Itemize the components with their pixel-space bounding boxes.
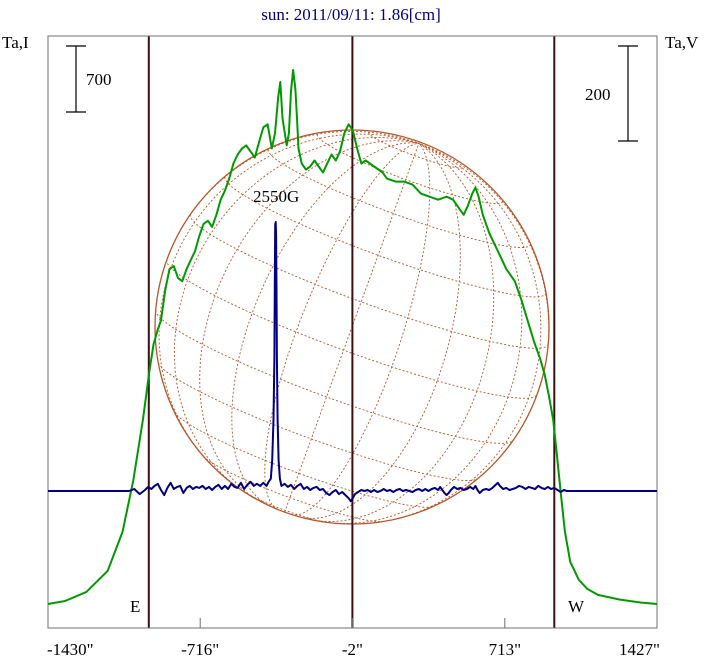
x-tick-label: -1430" xyxy=(47,640,94,659)
latitude-gridline xyxy=(173,411,434,508)
longitude-gridline xyxy=(166,130,419,260)
latitude-gridline xyxy=(202,455,383,523)
limb-lines xyxy=(147,36,556,628)
longitude-gridline xyxy=(199,140,419,501)
left-scale-value: 700 xyxy=(86,70,112,89)
longitude-gridline xyxy=(312,142,495,522)
series-i-line xyxy=(47,69,658,605)
right-scale-bar: 200 xyxy=(585,45,638,142)
right-axis-label: Ta,V xyxy=(665,33,699,52)
longitude-gridline xyxy=(158,133,419,467)
latitude-gridline xyxy=(155,310,514,444)
latitude-gridline xyxy=(189,214,549,349)
active-region-annotation: 2550G xyxy=(253,187,299,206)
longitude-gridline xyxy=(231,142,419,506)
latitude-gridline xyxy=(368,131,465,169)
x-tick-label: -2" xyxy=(342,640,363,659)
right-scale-value: 200 xyxy=(585,85,611,104)
chart-title: sun: 2011/09/11: 1.86[cm] xyxy=(261,5,441,24)
x-tick-label: 713" xyxy=(489,640,521,659)
series-v-line xyxy=(48,221,657,503)
x-axis-ticks: -1430" -716" -2" 713" 1427" xyxy=(47,618,660,659)
longitude-gridline xyxy=(330,142,523,524)
longitude-gridline xyxy=(264,142,419,510)
longitude-gridline xyxy=(173,137,419,492)
x-tick-label: 1427" xyxy=(619,640,660,659)
longitude-gridline xyxy=(418,142,550,395)
longitude-gridline xyxy=(369,142,542,524)
longitude-gridline xyxy=(291,142,431,516)
x-tick-label: -716" xyxy=(181,640,219,659)
west-limb-label: W xyxy=(568,597,585,616)
latitude-gridline xyxy=(267,149,531,248)
left-axis-label: Ta,I xyxy=(2,33,29,52)
left-scale-bar: 700 xyxy=(66,45,112,113)
east-limb-label: E xyxy=(130,597,140,616)
longitude-gridline xyxy=(300,142,461,519)
